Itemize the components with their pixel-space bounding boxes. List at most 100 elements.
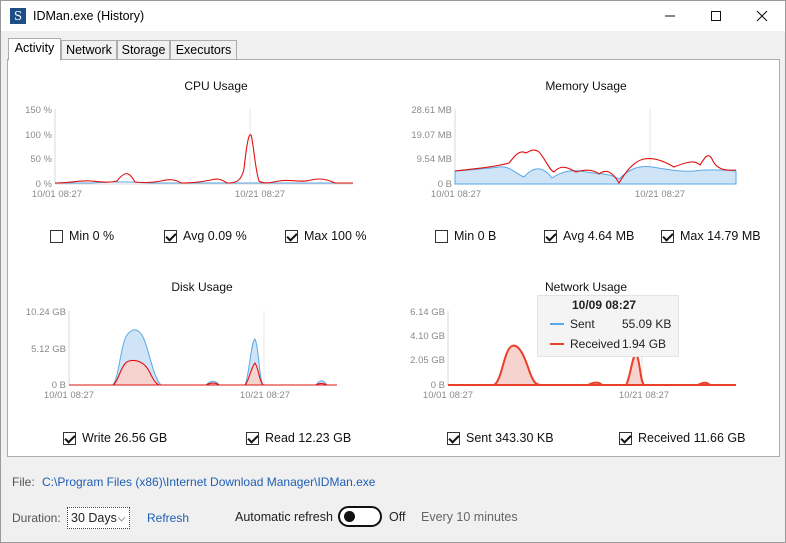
file-path-link[interactable]: C:\Program Files (x86)\Internet Download… [42,475,376,489]
memory-max-series [454,149,737,185]
cpu-avg-checkbox[interactable]: Avg 0.09 % [164,229,247,243]
file-label: File: [12,475,35,489]
tab-network[interactable]: Network [61,40,117,60]
disk-y-tick: 5.12 GB [31,344,66,355]
memory-avg-series [454,166,737,185]
network-sent-label: Sent 343.30 KB [466,431,554,445]
duration-value: 30 Days [71,511,117,525]
cpu-y-tick: 150 % [25,105,52,116]
network-x-tick: 10/01 08:27 [423,390,473,401]
cpu-min-label: Min 0 % [69,229,115,243]
memory-chart-title: Memory Usage [545,79,627,93]
memory-x-tick: 10/01 08:27 [431,189,481,200]
network-tooltip: 10/09 08:27 Sent 55.09 KB Received 1.94 … [537,295,679,357]
close-icon [756,10,768,22]
disk-x-tick: 10/21 08:27 [240,390,290,401]
memory-chart: 28.61 MB 19.07 MB 9.54 MB 0 B 10/01 08:2… [411,105,737,200]
cpu-max-series [54,134,353,184]
checkbox-box[interactable] [544,229,557,243]
checkbox-box[interactable] [447,431,460,445]
disk-chart: 10.24 GB 5.12 GB 0 B 10/01 08:27 10/21 0… [26,307,337,401]
cpu-min-checkbox[interactable]: Min 0 % [50,229,114,243]
network-y-tick: 0 B [431,380,445,391]
network-y-tick: 6.14 GB [410,307,445,318]
auto-refresh-label: Automatic refresh [235,510,333,524]
network-x-tick: 10/21 08:27 [619,390,669,401]
memory-y-tick: 9.54 MB [417,154,452,165]
memory-y-tick: 0 B [438,179,452,190]
memory-min-checkbox[interactable]: Min 0 B [435,229,496,243]
checkbox-box[interactable] [63,431,76,445]
tooltip-sent-swatch [550,323,564,325]
tab-storage[interactable]: Storage [117,40,170,60]
tab-executors[interactable]: Executors [170,40,237,60]
maximize-icon [711,11,721,21]
memory-min-label: Min 0 B [454,229,497,243]
maximize-button[interactable] [693,1,739,31]
refresh-interval-text: Every 10 minutes [421,510,518,524]
network-chart-title: Network Usage [544,280,628,294]
duration-label: Duration: [12,511,61,525]
disk-y-tick: 10.24 GB [26,307,66,318]
disk-write-checkbox[interactable]: Write 26.56 GB [63,431,167,445]
network-y-tick: 4.10 GB [410,331,445,342]
cpu-max-label: Max 100 % [304,229,367,243]
checkbox-box[interactable] [435,229,448,243]
disk-read-series [69,359,337,386]
minimize-button[interactable] [647,1,693,31]
disk-chart-title: Disk Usage [171,280,233,294]
cpu-avg-label: Avg 0.09 % [183,229,247,243]
memory-avg-checkbox[interactable]: Avg 4.64 MB [544,229,634,243]
network-chart: 6.14 GB 4.10 GB 2.05 GB 0 B 10/01 08:27 … [410,307,736,401]
auto-refresh-toggle[interactable] [338,506,382,527]
cpu-y-tick: 100 % [25,130,52,141]
network-received-checkbox[interactable]: Received 11.66 GB [619,431,745,445]
memory-y-tick: 19.07 MB [411,130,452,141]
cpu-chart: 150 % 100 % 50 % 0 % 10/01 08:27 10/21 0… [25,105,353,200]
toggle-knob [344,511,355,522]
memory-max-label: Max 14.79 MB [680,229,761,243]
network-y-tick: 2.05 GB [410,355,445,366]
checkbox-box[interactable] [164,229,177,243]
title-bar: S IDMan.exe (History) [1,1,785,31]
network-sent-checkbox[interactable]: Sent 343.30 KB [447,431,554,445]
checkbox-box[interactable] [285,229,298,243]
tooltip-date: 10/09 08:27 [572,298,637,312]
disk-read-checkbox[interactable]: Read 12.23 GB [246,431,351,445]
window-title: IDMan.exe (History) [33,9,145,23]
tooltip-received-swatch [550,343,564,345]
checkbox-box[interactable] [246,431,259,445]
checkbox-box[interactable] [619,431,632,445]
disk-write-label: Write 26.56 GB [82,431,168,445]
chevron-down-icon [118,517,125,522]
network-received-label: Received 11.66 GB [638,431,746,445]
memory-x-tick: 10/21 08:27 [635,189,685,200]
toggle-state-label: Off [389,510,406,524]
cpu-max-checkbox[interactable]: Max 100 % [285,229,367,243]
tab-activity[interactable]: Activity [8,38,61,61]
tooltip-sent-value: 55.09 KB [622,317,672,331]
memory-max-checkbox[interactable]: Max 14.79 MB [661,229,761,243]
memory-avg-label: Avg 4.64 MB [563,229,635,243]
network-received-series [448,344,736,386]
disk-read-label: Read 12.23 GB [265,431,352,445]
checkbox-box[interactable] [50,229,63,243]
disk-y-tick: 0 B [52,380,66,391]
tooltip-sent-name: Sent [570,317,595,331]
cpu-y-tick: 50 % [30,154,52,165]
close-button[interactable] [739,1,785,31]
disk-write-series [69,329,337,386]
duration-select[interactable]: 30 Days [67,507,130,529]
app-icon: S [10,8,26,24]
memory-y-tick: 28.61 MB [411,105,452,116]
checkbox-box[interactable] [661,229,674,243]
cpu-y-tick: 0 % [36,179,53,190]
refresh-link[interactable]: Refresh [147,511,190,525]
disk-x-tick: 10/01 08:27 [44,390,94,401]
cpu-x-tick: 10/21 08:27 [235,189,285,200]
minimize-icon [665,15,675,17]
cpu-chart-title: CPU Usage [184,79,248,93]
cpu-x-tick: 10/01 08:27 [32,189,82,200]
tooltip-received-value: 1.94 GB [622,337,667,351]
